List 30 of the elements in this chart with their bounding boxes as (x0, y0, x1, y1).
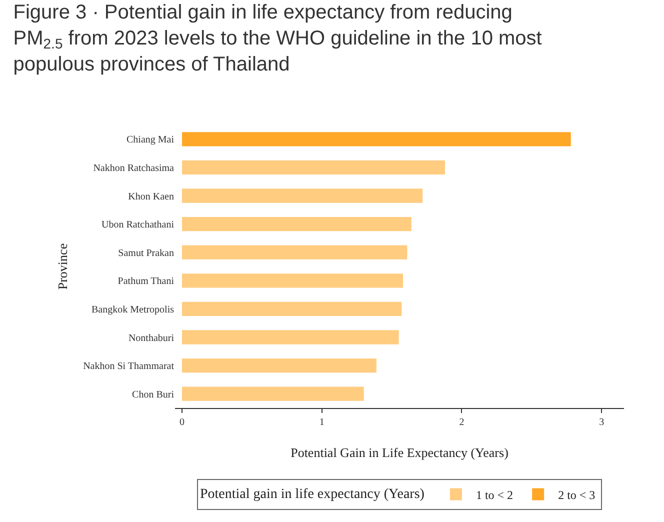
y-tick-label: Samut Prakan (118, 248, 174, 259)
y-tick-label: Nonthaburi (128, 332, 174, 344)
bar (182, 160, 445, 175)
y-tick-label: Khon Kaen (128, 191, 174, 202)
y-axis-title: Province (55, 243, 70, 290)
bar (182, 274, 403, 288)
bar (182, 245, 408, 260)
legend-label: 2 to < 3 (558, 488, 596, 502)
bar (182, 358, 376, 373)
bar (182, 386, 364, 401)
legend-label: 1 to < 2 (476, 488, 514, 502)
chart-title: Figure 3 · Potential gain in life expectancy from reducing PM$_{2.5}$ from 2023 levels to the WHO guideline in the 10 most populous provinces of Thailand (13, 1, 542, 76)
legend-title: Potential gain in life expectancy (Years) (200, 486, 428, 502)
y-tick-label: Nakhon Ratchasima (93, 162, 175, 174)
y-tick-label: Ubon Ratchathani (102, 220, 174, 231)
y-tick-label: Pathum Thani (118, 276, 174, 288)
y-tick-label: Bangkok Metropolis (92, 304, 174, 316)
bar (182, 188, 423, 203)
bar (182, 216, 412, 232)
x-axis-title: Potential Gain in Life Expectancy (Years) (290, 445, 508, 460)
y-tick-label: Chiang Mai (126, 134, 174, 146)
bar (182, 330, 399, 344)
x-tick-label: 1 (319, 417, 324, 428)
x-tick-label: 2 (459, 417, 464, 428)
y-tick-label: Chon Buri (132, 389, 174, 400)
x-tick-label: 3 (599, 417, 604, 428)
x-tick-label: 0 (179, 417, 184, 428)
bar (182, 132, 571, 146)
bar (182, 302, 402, 316)
y-tick-label: Nakhon Si Thammarat (83, 361, 174, 372)
